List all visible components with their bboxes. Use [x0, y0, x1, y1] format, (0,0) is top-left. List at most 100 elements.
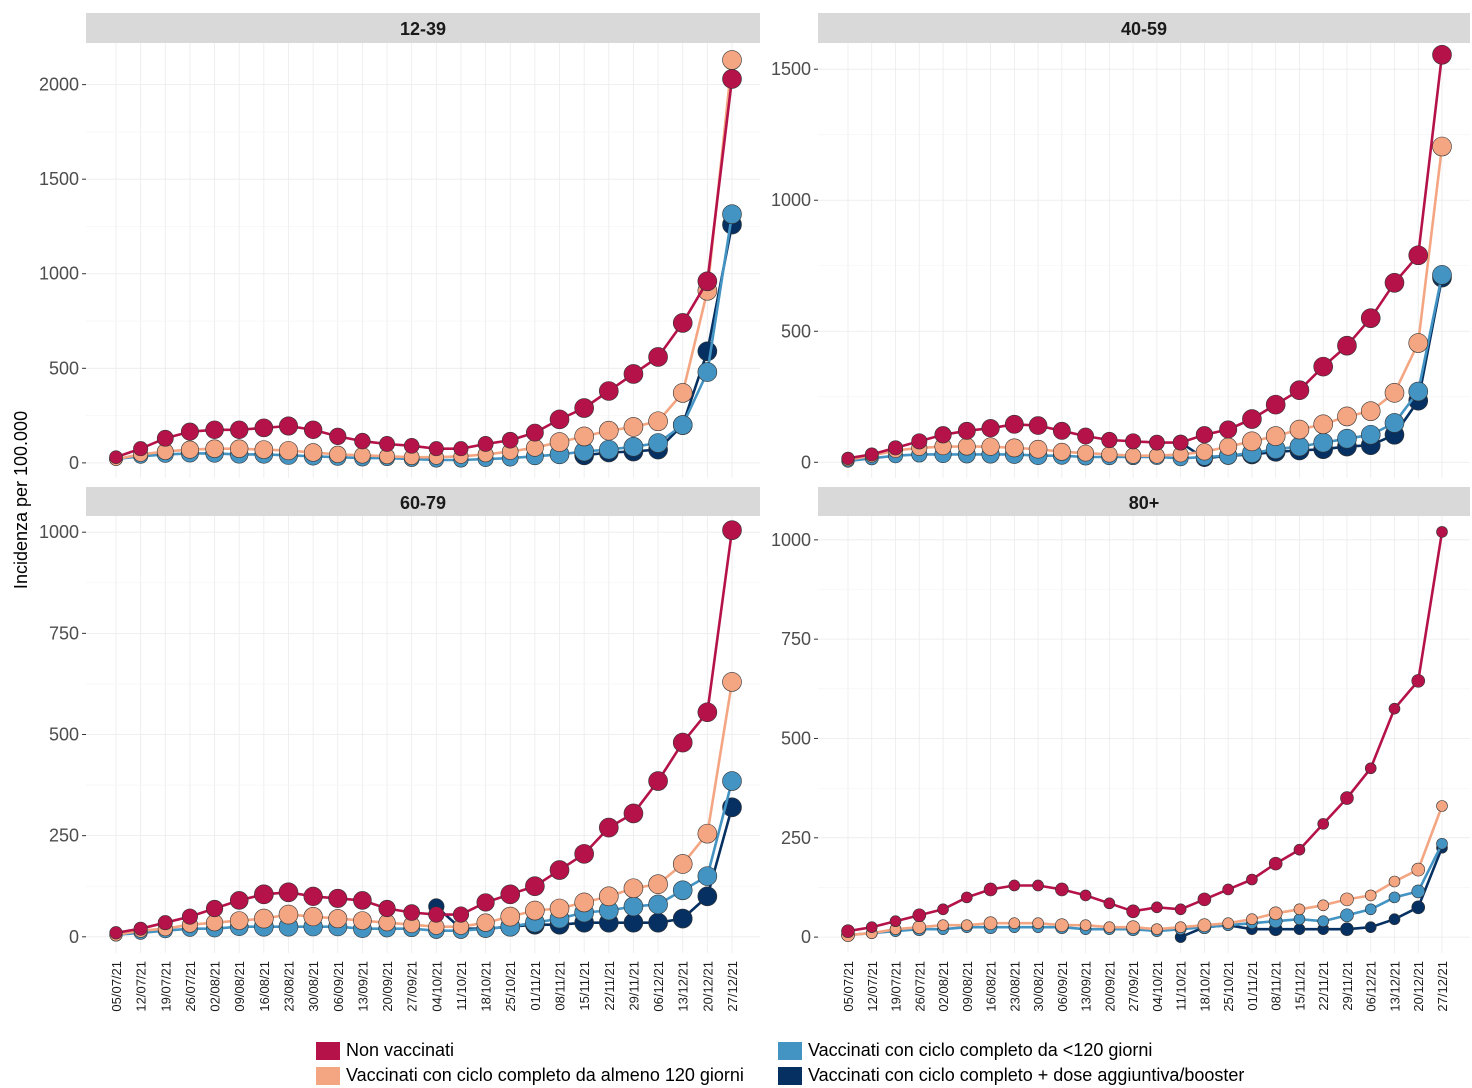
data-point: [912, 920, 927, 934]
data-point: [1388, 875, 1401, 888]
data-point: [1364, 762, 1377, 775]
data-point: [1408, 333, 1429, 353]
series-line: [115, 78, 734, 459]
y-tick-label: 250: [49, 826, 79, 846]
data-point: [574, 398, 594, 418]
data-point: [1103, 921, 1116, 933]
data-point: [722, 520, 742, 540]
data-point: [1197, 918, 1212, 932]
series-line: [115, 59, 734, 461]
data-point: [1337, 406, 1357, 427]
data-point: [574, 426, 594, 447]
data-point: [1151, 901, 1163, 914]
data-point: [1125, 447, 1142, 464]
data-point: [1293, 903, 1306, 916]
data-point: [156, 429, 174, 447]
data-point: [254, 440, 274, 459]
data-point: [1195, 426, 1213, 444]
data-point: [1337, 428, 1357, 449]
y-tick-label: 1500: [771, 59, 811, 79]
data-point: [181, 908, 198, 925]
data-point: [623, 896, 644, 917]
x-tick-label: 29/11/21: [626, 961, 641, 1011]
data-point: [1411, 900, 1426, 915]
data-point: [1268, 906, 1283, 921]
data-point: [453, 441, 469, 457]
data-point: [1032, 879, 1044, 892]
data-point: [549, 860, 570, 880]
data-point: [403, 904, 420, 921]
x-tick-label: 01/11/21: [1245, 961, 1260, 1011]
y-tick-label: 500: [781, 321, 811, 341]
series-1: [109, 672, 742, 942]
data-point: [205, 899, 224, 918]
data-point: [648, 874, 668, 895]
data-point: [378, 899, 396, 918]
data-point: [672, 732, 693, 753]
series-line: [847, 54, 1444, 460]
data-point: [648, 771, 668, 791]
data-point: [648, 894, 668, 915]
x-tick-label: 12/07/21: [865, 961, 880, 1012]
data-point: [1268, 856, 1283, 871]
data-point: [230, 439, 249, 458]
x-tick-label: 18/10/21: [479, 961, 494, 1012]
data-point: [109, 926, 123, 940]
data-point: [1408, 245, 1429, 266]
data-point: [1126, 904, 1140, 919]
data-point: [303, 420, 323, 439]
data-point: [1313, 414, 1333, 435]
data-point: [1384, 413, 1405, 433]
data-point: [598, 817, 619, 838]
series-3: [1172, 267, 1452, 467]
data-point: [1340, 908, 1354, 923]
x-tick-label: 27/12/21: [725, 961, 740, 1012]
x-tick-label: 12/07/21: [134, 961, 149, 1012]
x-tick-label: 20/09/21: [1102, 961, 1117, 1012]
data-point: [476, 893, 495, 912]
data-point: [525, 876, 545, 897]
data-point: [254, 908, 274, 929]
data-point: [1195, 443, 1213, 461]
data-point: [157, 915, 173, 931]
data-point: [1265, 394, 1286, 415]
x-tick-label: 27/09/21: [405, 961, 420, 1012]
data-point: [1242, 409, 1262, 429]
data-point: [981, 437, 1000, 456]
data-point: [598, 886, 619, 907]
data-point: [841, 924, 855, 938]
data-point: [981, 419, 1000, 438]
x-tick-label: 06/12/21: [1364, 961, 1379, 1012]
data-point: [1008, 917, 1021, 930]
x-tick-label: 15/11/21: [577, 961, 592, 1011]
x-tick-label: 08/11/21: [1269, 961, 1284, 1011]
data-point: [623, 417, 644, 437]
legend-item-non-vaccinati: Non vaccinati: [316, 1040, 454, 1061]
data-point: [230, 420, 249, 439]
data-point: [1432, 44, 1452, 65]
data-point: [1028, 416, 1048, 435]
data-point: [1436, 837, 1448, 850]
panel-40-59: 40-59 0 500 1000 1500: [771, 13, 1470, 478]
data-point: [353, 911, 372, 930]
panel-strip: [818, 13, 1470, 43]
panel-title: 40-59: [1121, 19, 1167, 39]
data-point: [1364, 921, 1377, 933]
data-point: [1388, 891, 1401, 904]
x-tick-label: 16/08/21: [257, 961, 272, 1012]
data-point: [403, 438, 420, 454]
panel-title: 80+: [1129, 493, 1160, 513]
series-1: [109, 50, 742, 466]
data-point: [672, 415, 693, 435]
y-tick-label: 1000: [39, 522, 79, 542]
series-line: [115, 530, 734, 935]
y-tick-label: 0: [69, 927, 79, 947]
data-point: [934, 426, 952, 444]
series-2: [109, 204, 742, 468]
data-point: [957, 421, 976, 440]
data-point: [937, 919, 949, 931]
data-point: [1101, 431, 1118, 449]
x-tick-label: 13/12/21: [1387, 961, 1402, 1012]
data-point: [1126, 920, 1140, 934]
data-point: [722, 204, 742, 224]
